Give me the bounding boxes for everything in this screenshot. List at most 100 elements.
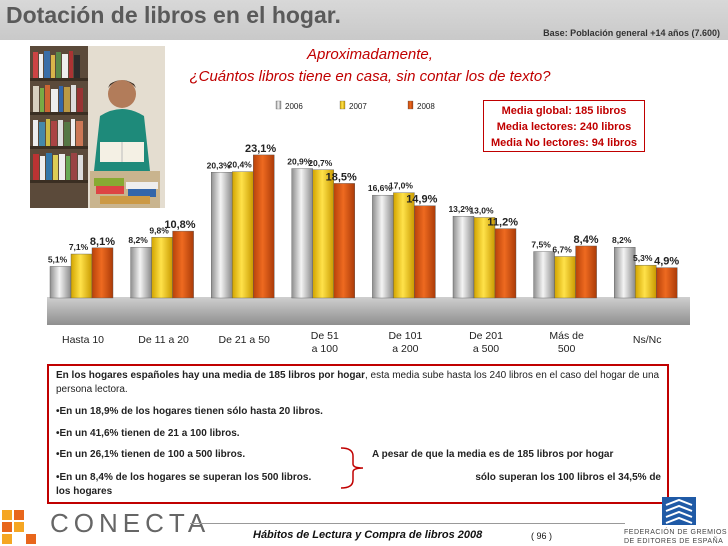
data-label: 9,8% (149, 225, 169, 235)
data-label: 17,0% (389, 181, 414, 191)
bar-2008 (172, 230, 194, 299)
bar-2007 (473, 217, 496, 299)
x-tick-label: Hasta 10 (62, 334, 104, 346)
x-tick-label: De 51 (311, 330, 339, 342)
fge-logo-icon (662, 497, 696, 525)
data-label: 5,1% (48, 254, 68, 264)
bar-2007 (393, 192, 415, 299)
data-label: 8,2% (128, 235, 148, 245)
bar-2007 (231, 171, 254, 299)
data-label: 7,5% (531, 240, 551, 250)
data-label: 11,2% (487, 217, 518, 229)
bar-2007 (554, 256, 576, 299)
legend-label: 2007 (349, 102, 367, 111)
brand-name: CONECTA (50, 508, 211, 538)
data-label: 20,3% (207, 160, 232, 170)
media-box: Media global: 185 libros Media lectores:… (483, 100, 645, 152)
bar-2006 (291, 168, 313, 299)
data-label: 20,9% (287, 157, 312, 167)
logo-square-icon (2, 534, 12, 544)
data-label: 8,4% (574, 234, 599, 246)
x-tick-label: a 500 (473, 343, 499, 355)
bar-2006 (49, 266, 72, 299)
base-note: Base: Población general +14 años (7.600) (543, 28, 720, 38)
data-label: 23,1% (245, 143, 276, 155)
data-label: 8,1% (90, 236, 115, 248)
bar-2006 (210, 172, 233, 299)
media-global: Media global: 185 libros (501, 105, 627, 117)
chart-legend: 2006 2007 2008 (275, 100, 435, 111)
chart-floor (47, 297, 690, 325)
bar-2007 (151, 237, 173, 299)
bar-2007 (70, 253, 93, 299)
header-bar: Dotación de libros en el hogar. Base: Po… (0, 0, 728, 40)
legend-swatch (339, 100, 346, 110)
legend-label: 2006 (285, 102, 303, 111)
data-label: 10,8% (164, 219, 195, 231)
x-tick-label: a 200 (392, 343, 418, 355)
logo-square-icon (14, 510, 24, 520)
bar-2006 (372, 194, 394, 299)
data-label: 7,1% (69, 242, 89, 252)
bar-2008 (91, 247, 114, 299)
bar-2008 (494, 228, 517, 299)
legend-swatch (407, 100, 414, 110)
media-no-lectores: Media No lectores: 94 libros (490, 137, 638, 149)
data-label: 5,3% (633, 253, 653, 263)
summary-bullet-4-cont: los hogares (56, 486, 113, 497)
bar-2007 (635, 264, 657, 299)
legend-swatch (275, 100, 282, 110)
summary-bullet-4: •En un 8,4% de los hogares se superan lo… (56, 472, 312, 483)
summary-bullet-2: •En un 41,6% tienen de 21 a 100 libros. (56, 428, 240, 439)
logo-square-icon (26, 534, 36, 544)
data-label: 14,9% (406, 194, 437, 206)
page-number: ( 96 ) (531, 531, 553, 541)
data-label: 13,2% (448, 204, 473, 214)
data-label: 20,4% (228, 160, 253, 170)
logo-square-icon (2, 510, 12, 520)
summary-intro: En los hogares españoles hay una media d… (56, 370, 660, 395)
summary-bullet-1: •En un 18,9% de los hogares tienen sólo … (56, 406, 323, 417)
data-label: 16,6% (368, 183, 393, 193)
brace-icon (340, 447, 364, 489)
summary-bullet-3: •En un 26,1% tienen de 100 a 500 libros. (56, 449, 246, 460)
x-tick-label: a 100 (312, 343, 338, 355)
data-label: 18,5% (326, 171, 357, 183)
data-label: 13,0% (469, 205, 494, 215)
bar-2008 (333, 183, 355, 299)
bar-2007 (312, 169, 334, 299)
x-tick-label: De 201 (469, 330, 503, 342)
question-line-2: ¿Cuántos libros tiene en casa, sin conta… (189, 68, 551, 85)
x-tick-label: Más de (549, 330, 584, 342)
x-tick-label: De 11 a 20 (138, 334, 189, 346)
bar-2006 (533, 251, 555, 299)
bar-2006 (452, 216, 475, 299)
logo-square-icon (14, 522, 24, 532)
x-tick-label: De 21 a 50 (219, 334, 271, 346)
summary-note-2: sólo superan los 100 libros el 34,5% de (475, 472, 661, 483)
x-tick-label: Ns/Nc (633, 334, 662, 346)
footer-divider (190, 523, 625, 524)
bar-2008 (414, 205, 436, 299)
x-tick-label: De 101 (388, 330, 422, 342)
x-tick-label: 500 (558, 343, 576, 355)
summary-box: En los hogares españoles hay una media d… (47, 364, 669, 504)
data-label: 20,7% (308, 158, 333, 168)
reader-photo (30, 46, 165, 208)
media-lectores: Media lectores: 240 libros (496, 121, 632, 133)
question-line-1: Aproximadamente, (307, 46, 433, 63)
bar-2008 (575, 245, 597, 299)
data-label: 8,2% (612, 235, 632, 245)
logo-square-icon (2, 522, 12, 532)
page-title: Dotación de libros en el hogar. (6, 2, 341, 28)
bar-2008 (656, 267, 678, 299)
data-label: 6,7% (552, 245, 572, 255)
bar-2006 (130, 247, 152, 299)
bar-2008 (252, 154, 275, 299)
summary-note-1: A pesar de que la media es de 185 libros… (372, 449, 614, 460)
footer-title: Hábitos de Lectura y Compra de libros 20… (253, 529, 483, 541)
fge-name: FEDERACIÓN DE GREMIOS DE EDITORES DE ESP… (624, 529, 728, 545)
data-label: 4,9% (654, 256, 679, 268)
legend-label: 2008 (417, 102, 435, 111)
